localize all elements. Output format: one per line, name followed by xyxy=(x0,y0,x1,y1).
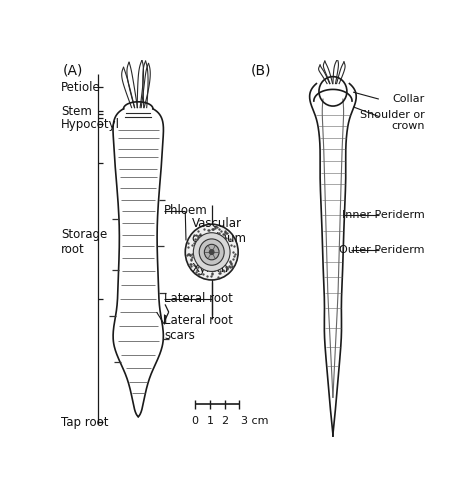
Text: Outer Periderm: Outer Periderm xyxy=(339,245,425,255)
Text: (B): (B) xyxy=(250,63,271,77)
Text: Stem: Stem xyxy=(61,105,92,118)
Text: Collar: Collar xyxy=(392,94,425,104)
Circle shape xyxy=(210,250,214,255)
Text: Xylem: Xylem xyxy=(191,262,228,275)
Text: 0: 0 xyxy=(191,416,199,426)
Text: Inner Periderm: Inner Periderm xyxy=(342,210,425,220)
Circle shape xyxy=(204,244,219,260)
Text: Hypocotyl: Hypocotyl xyxy=(61,118,120,131)
Text: 1: 1 xyxy=(206,416,213,426)
Text: (A): (A) xyxy=(63,63,83,77)
Text: 2: 2 xyxy=(221,416,228,426)
Circle shape xyxy=(193,233,230,272)
Text: Shoulder or
crown: Shoulder or crown xyxy=(360,110,425,131)
Text: Tap root: Tap root xyxy=(61,416,109,429)
Circle shape xyxy=(199,239,224,265)
Text: Phloem: Phloem xyxy=(164,204,208,217)
Text: Petiole: Petiole xyxy=(61,81,101,94)
Circle shape xyxy=(185,224,238,280)
Text: Vascular
cambium: Vascular cambium xyxy=(191,217,246,245)
Text: Lateral root: Lateral root xyxy=(164,292,233,305)
Text: Lateral root
scars: Lateral root scars xyxy=(164,314,233,343)
Text: 3 cm: 3 cm xyxy=(241,416,269,426)
Text: Storage
root: Storage root xyxy=(61,228,107,257)
